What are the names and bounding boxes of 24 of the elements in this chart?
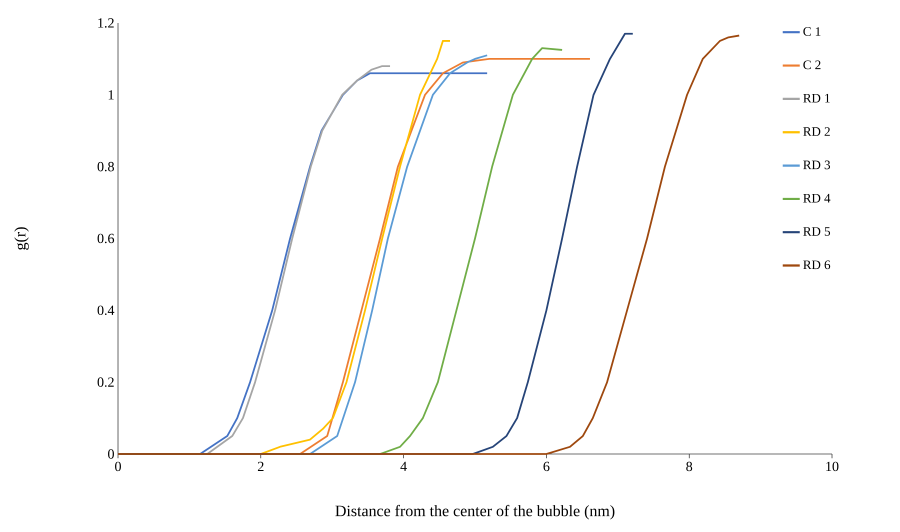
line-series	[117, 34, 740, 455]
y-axis-title: g(r)	[14, 227, 29, 250]
legend-label: C 2	[803, 60, 820, 70]
legend-label: RD 3	[803, 160, 830, 170]
legend-label: RD 5	[803, 227, 830, 236]
y-tick-label: 1	[108, 90, 114, 100]
y-tick-label: 0	[108, 449, 114, 459]
x-axis-title: Distance from the center of the bubble (nm)	[335, 504, 614, 520]
x-tick-label: 2	[258, 462, 264, 471]
legend-label: RD 1	[803, 94, 830, 102]
legend-label: RD 4	[803, 194, 830, 202]
y-tick-label: 0.2	[98, 377, 114, 387]
y-tick-label: 0.4	[98, 306, 114, 316]
y-tick-label: 1.2	[98, 18, 114, 28]
legend-label: RD 2	[803, 127, 830, 136]
y-tick-label: 0.8	[98, 162, 114, 172]
x-tick-label: 10	[826, 462, 838, 472]
x-tick-label: 6	[544, 462, 550, 472]
x-tick-label: 0	[115, 462, 121, 472]
legend-label: C 1	[803, 27, 820, 36]
y-tick-label: 0.6	[98, 234, 114, 244]
x-tick-label: 4	[400, 462, 407, 471]
x-tick-label: 8	[686, 462, 692, 472]
legend-label: RD 6	[803, 260, 830, 270]
